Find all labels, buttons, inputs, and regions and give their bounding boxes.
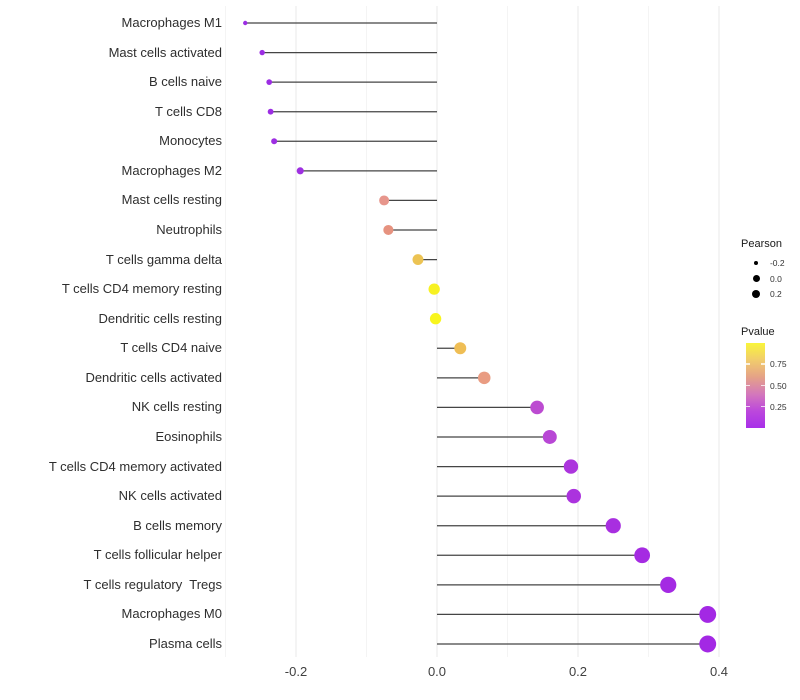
pvalue-legend-title: Pvalue bbox=[741, 326, 775, 338]
category-label: NK cells activated bbox=[118, 488, 222, 504]
pearson-legend-item: 0.0 bbox=[750, 271, 782, 287]
pearson-legend-item: 0.2 bbox=[750, 286, 782, 302]
size-legend-dot-icon bbox=[752, 275, 760, 282]
data-point bbox=[267, 108, 274, 115]
minor-gridlines bbox=[225, 6, 649, 657]
x-tick-label: 0.0 bbox=[427, 664, 447, 679]
category-label: T cells CD4 naive bbox=[120, 340, 222, 356]
pvalue-tick-dash bbox=[746, 384, 750, 387]
data-point bbox=[383, 224, 394, 236]
pvalue-tick-label: 0.50 bbox=[770, 380, 787, 391]
data-point bbox=[660, 576, 677, 593]
category-label: Plasma cells bbox=[149, 635, 222, 651]
data-point bbox=[428, 283, 440, 295]
data-point bbox=[530, 400, 544, 415]
category-label: T cells CD8 bbox=[155, 103, 222, 119]
size-legend-dot-icon bbox=[753, 260, 759, 266]
pvalue-tick-dash bbox=[761, 384, 765, 387]
size-legend-label: -0.2 bbox=[769, 258, 785, 268]
data-point bbox=[412, 254, 424, 266]
pvalue-tick-dash bbox=[761, 363, 765, 365]
category-label: Macrophages M1 bbox=[121, 15, 222, 30]
data-point bbox=[296, 167, 304, 175]
pvalue-tick-dash bbox=[761, 405, 765, 408]
data-point bbox=[259, 49, 265, 56]
category-label: Macrophages M0 bbox=[121, 606, 222, 622]
data-points bbox=[243, 20, 717, 653]
data-point bbox=[266, 79, 273, 86]
major-gridlines bbox=[295, 6, 720, 657]
category-label: Neutrophils bbox=[156, 221, 222, 237]
category-label: Monocytes bbox=[159, 133, 222, 149]
category-label: B cells memory bbox=[133, 517, 222, 533]
data-point bbox=[477, 371, 491, 385]
category-label: T cells gamma delta bbox=[105, 251, 222, 267]
pearson-legend-title: Pearson bbox=[741, 238, 782, 250]
data-point bbox=[699, 605, 717, 623]
pvalue-tick-label: 0.25 bbox=[770, 401, 787, 412]
data-point bbox=[271, 138, 278, 145]
pvalue-tick-label: 0.75 bbox=[770, 359, 787, 370]
data-point bbox=[563, 459, 579, 474]
size-legend-label: 0.0 bbox=[770, 273, 782, 284]
category-label: T cells regulatory Tregs bbox=[83, 576, 222, 592]
pvalue-tick-dash bbox=[746, 405, 750, 408]
category-label: NK cells resting bbox=[131, 399, 222, 415]
data-point bbox=[605, 518, 621, 534]
category-label: Mast cells activated bbox=[108, 44, 222, 60]
category-label: Eosinophils bbox=[155, 428, 223, 444]
lollipop-stems bbox=[245, 22, 708, 645]
category-label: Dendritic cells resting bbox=[98, 310, 222, 326]
category-label: T cells follicular helper bbox=[93, 547, 222, 563]
size-legend-dot-icon bbox=[751, 289, 761, 299]
category-label: Macrophages M2 bbox=[121, 162, 222, 178]
data-point bbox=[429, 313, 442, 325]
pvalue-tick-dash bbox=[746, 363, 750, 365]
category-label: Dendritic cells activated bbox=[85, 369, 222, 385]
data-point bbox=[699, 635, 717, 653]
x-tick-label: -0.2 bbox=[284, 664, 308, 679]
category-label: T cells CD4 memory resting bbox=[61, 281, 222, 297]
category-label: Mast cells resting bbox=[121, 192, 222, 208]
size-legend-label: 0.2 bbox=[769, 289, 782, 299]
category-label: T cells CD4 memory activated bbox=[48, 458, 222, 474]
data-point bbox=[454, 342, 467, 355]
data-point bbox=[566, 488, 581, 504]
pearson-legend-item: -0.2 bbox=[750, 255, 785, 271]
x-tick-label: 0.2 bbox=[568, 664, 588, 679]
data-point bbox=[379, 195, 390, 206]
pvalue-colorbar bbox=[746, 343, 765, 428]
data-point bbox=[542, 430, 557, 444]
category-label: B cells naive bbox=[149, 74, 222, 90]
data-point bbox=[634, 547, 651, 564]
data-point bbox=[243, 20, 248, 26]
x-tick-label: 0.4 bbox=[709, 664, 729, 679]
